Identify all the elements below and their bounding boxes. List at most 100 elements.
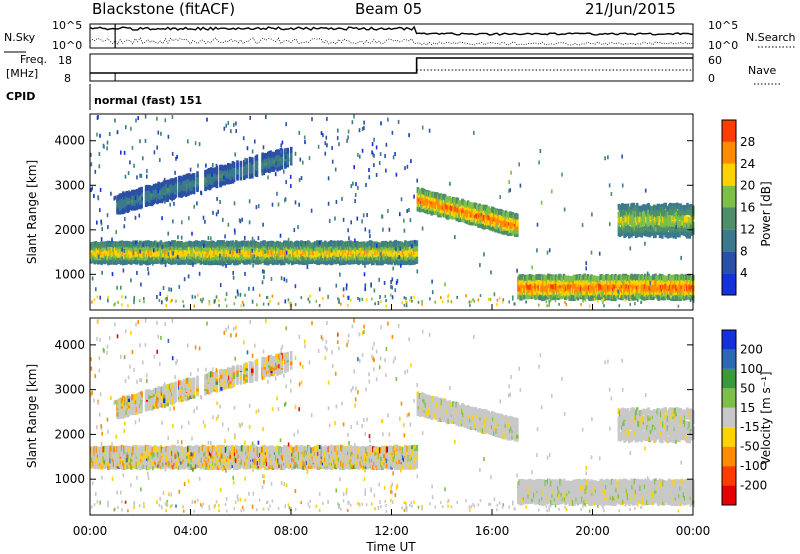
power-cell xyxy=(242,303,245,307)
power-cell xyxy=(239,165,243,172)
power-cell xyxy=(601,298,603,302)
power-cell xyxy=(382,227,384,232)
power-cell xyxy=(387,117,389,122)
power-cell xyxy=(336,136,339,141)
power-cell xyxy=(353,114,355,119)
power-cell xyxy=(99,187,102,192)
power-cell xyxy=(357,185,359,190)
power-cell xyxy=(237,292,239,297)
power-cell xyxy=(100,219,102,224)
power-cell xyxy=(211,172,213,177)
power-cell xyxy=(390,293,392,297)
power-cell xyxy=(351,120,354,125)
power-cell xyxy=(306,265,309,270)
power-cell xyxy=(91,186,93,191)
power-cell xyxy=(106,213,109,218)
power-cell xyxy=(146,195,149,202)
power-cell xyxy=(143,297,145,301)
power-cell xyxy=(129,160,131,165)
power-cell xyxy=(285,122,287,127)
power-cell xyxy=(662,221,665,228)
power-cell xyxy=(253,239,256,244)
power-cell xyxy=(227,222,230,227)
power-cell xyxy=(193,304,196,308)
power-cell xyxy=(519,183,522,188)
power-cell xyxy=(311,117,313,122)
power-cell xyxy=(159,158,161,162)
power-cell xyxy=(385,299,387,303)
power-cell xyxy=(629,302,631,306)
power-cell xyxy=(224,176,228,183)
power-cell xyxy=(444,282,446,287)
power-cell xyxy=(416,178,418,183)
power-cell xyxy=(516,213,519,220)
power-cell xyxy=(90,152,92,157)
power-cell xyxy=(107,298,109,303)
power-cell xyxy=(140,186,143,193)
power-cell xyxy=(403,228,406,233)
power-cell xyxy=(300,176,303,181)
power-cell xyxy=(392,155,395,160)
power-cell xyxy=(299,157,302,162)
power-cell xyxy=(385,304,388,308)
power-cell xyxy=(171,298,173,302)
power-cell xyxy=(280,154,284,161)
power-cell xyxy=(449,181,451,186)
power-cell xyxy=(241,300,244,304)
power-cell xyxy=(390,280,392,284)
power-cell xyxy=(138,299,141,303)
power-cell xyxy=(132,242,134,247)
power-cell xyxy=(415,250,419,257)
power-cell xyxy=(303,135,306,140)
power-cell xyxy=(347,129,350,134)
power-cell xyxy=(584,298,587,302)
power-cell xyxy=(373,163,375,168)
power-cell xyxy=(127,304,129,308)
power-cell xyxy=(531,293,533,297)
power-cell xyxy=(289,146,293,153)
power-cell xyxy=(243,174,246,180)
noise-right-tick-bottom: 10^0 xyxy=(708,39,738,52)
power-cell xyxy=(215,182,219,189)
power-cell xyxy=(234,230,236,235)
power-cell xyxy=(207,236,210,241)
power-cell xyxy=(203,243,205,248)
power-cell xyxy=(394,288,397,293)
power-cell xyxy=(540,200,543,205)
power-cell xyxy=(421,226,424,231)
power-cell xyxy=(174,187,178,194)
power-cell xyxy=(431,290,434,295)
power-cell xyxy=(602,301,604,304)
power-cell xyxy=(248,160,252,167)
power-cell xyxy=(204,176,207,183)
power-cell xyxy=(391,277,394,282)
power-cell xyxy=(133,297,135,301)
power-cell xyxy=(548,300,550,304)
power-cell xyxy=(244,271,246,276)
power-cell xyxy=(350,220,352,225)
power-cell xyxy=(171,197,173,202)
power-cell xyxy=(187,139,189,144)
power-cell xyxy=(338,298,340,303)
power-cell xyxy=(152,193,156,200)
power-cell xyxy=(276,158,279,164)
power-cell xyxy=(358,297,361,302)
freq-traces xyxy=(90,57,693,81)
power-cell xyxy=(470,300,473,304)
power-cell xyxy=(355,182,357,187)
power-cell xyxy=(236,173,239,180)
power-cell xyxy=(114,118,116,123)
power-cell xyxy=(509,188,511,193)
power-cell xyxy=(663,218,666,225)
power-cell xyxy=(318,240,321,245)
power-cell xyxy=(408,208,410,212)
noise-panel: N.Sky 10^5 10^0 10^5 10^0 N.Search xyxy=(4,19,796,53)
power-cell xyxy=(239,174,243,181)
power-cell xyxy=(403,303,406,307)
power-cell xyxy=(275,161,277,166)
power-cell xyxy=(335,199,338,204)
power-cell xyxy=(222,217,224,222)
power-cell xyxy=(118,199,122,206)
power-cell xyxy=(546,304,548,308)
